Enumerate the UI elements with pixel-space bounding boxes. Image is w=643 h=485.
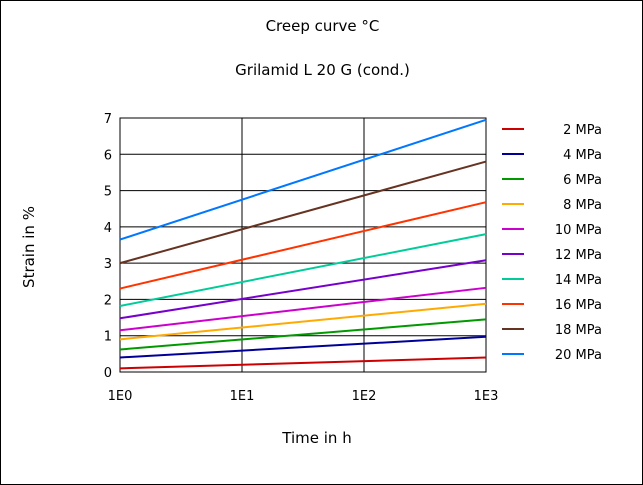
series-line [119, 160, 487, 265]
legend-label: 16 MPa [555, 298, 602, 313]
series-line [119, 286, 487, 332]
plot-area [119, 117, 487, 373]
legend-label: 8 MPa [563, 198, 602, 213]
y-tick-label: 4 [104, 221, 112, 236]
series-line [119, 259, 487, 320]
x-tick-label: 1E1 [230, 389, 255, 404]
legend-label: 20 MPa [555, 348, 602, 363]
series-line [119, 233, 487, 307]
y-tick-label: 1 [104, 330, 112, 345]
series-line [119, 318, 487, 351]
legend-label: 12 MPa [555, 248, 602, 263]
legend-label: 10 MPa [555, 223, 602, 238]
y-tick-label: 5 [104, 185, 112, 200]
legend-label: 6 MPa [563, 173, 602, 188]
series-line [119, 302, 487, 341]
legend-label: 14 MPa [555, 273, 602, 288]
series-line [119, 356, 487, 370]
legend-label: 4 MPa [563, 148, 602, 163]
x-axis-label: Time in h [282, 429, 352, 447]
x-tick-label: 1E3 [474, 389, 499, 404]
y-tick-label: 0 [104, 366, 112, 381]
chart-title: Creep curve °C [265, 17, 380, 35]
x-tick-label: 1E2 [352, 389, 377, 404]
chart-subtitle: Grilamid L 20 G (cond.) [235, 61, 410, 79]
x-tick-label: 1E0 [108, 389, 133, 404]
y-tick-label: 2 [104, 293, 112, 308]
y-tick-label: 6 [104, 148, 112, 163]
series-line [119, 201, 487, 290]
series-line [119, 335, 487, 359]
y-tick-label: 7 [104, 112, 112, 127]
legend-label: 2 MPa [563, 123, 602, 138]
y-tick-label: 3 [104, 257, 112, 272]
series-line [119, 118, 487, 241]
legend-label: 18 MPa [555, 323, 602, 338]
